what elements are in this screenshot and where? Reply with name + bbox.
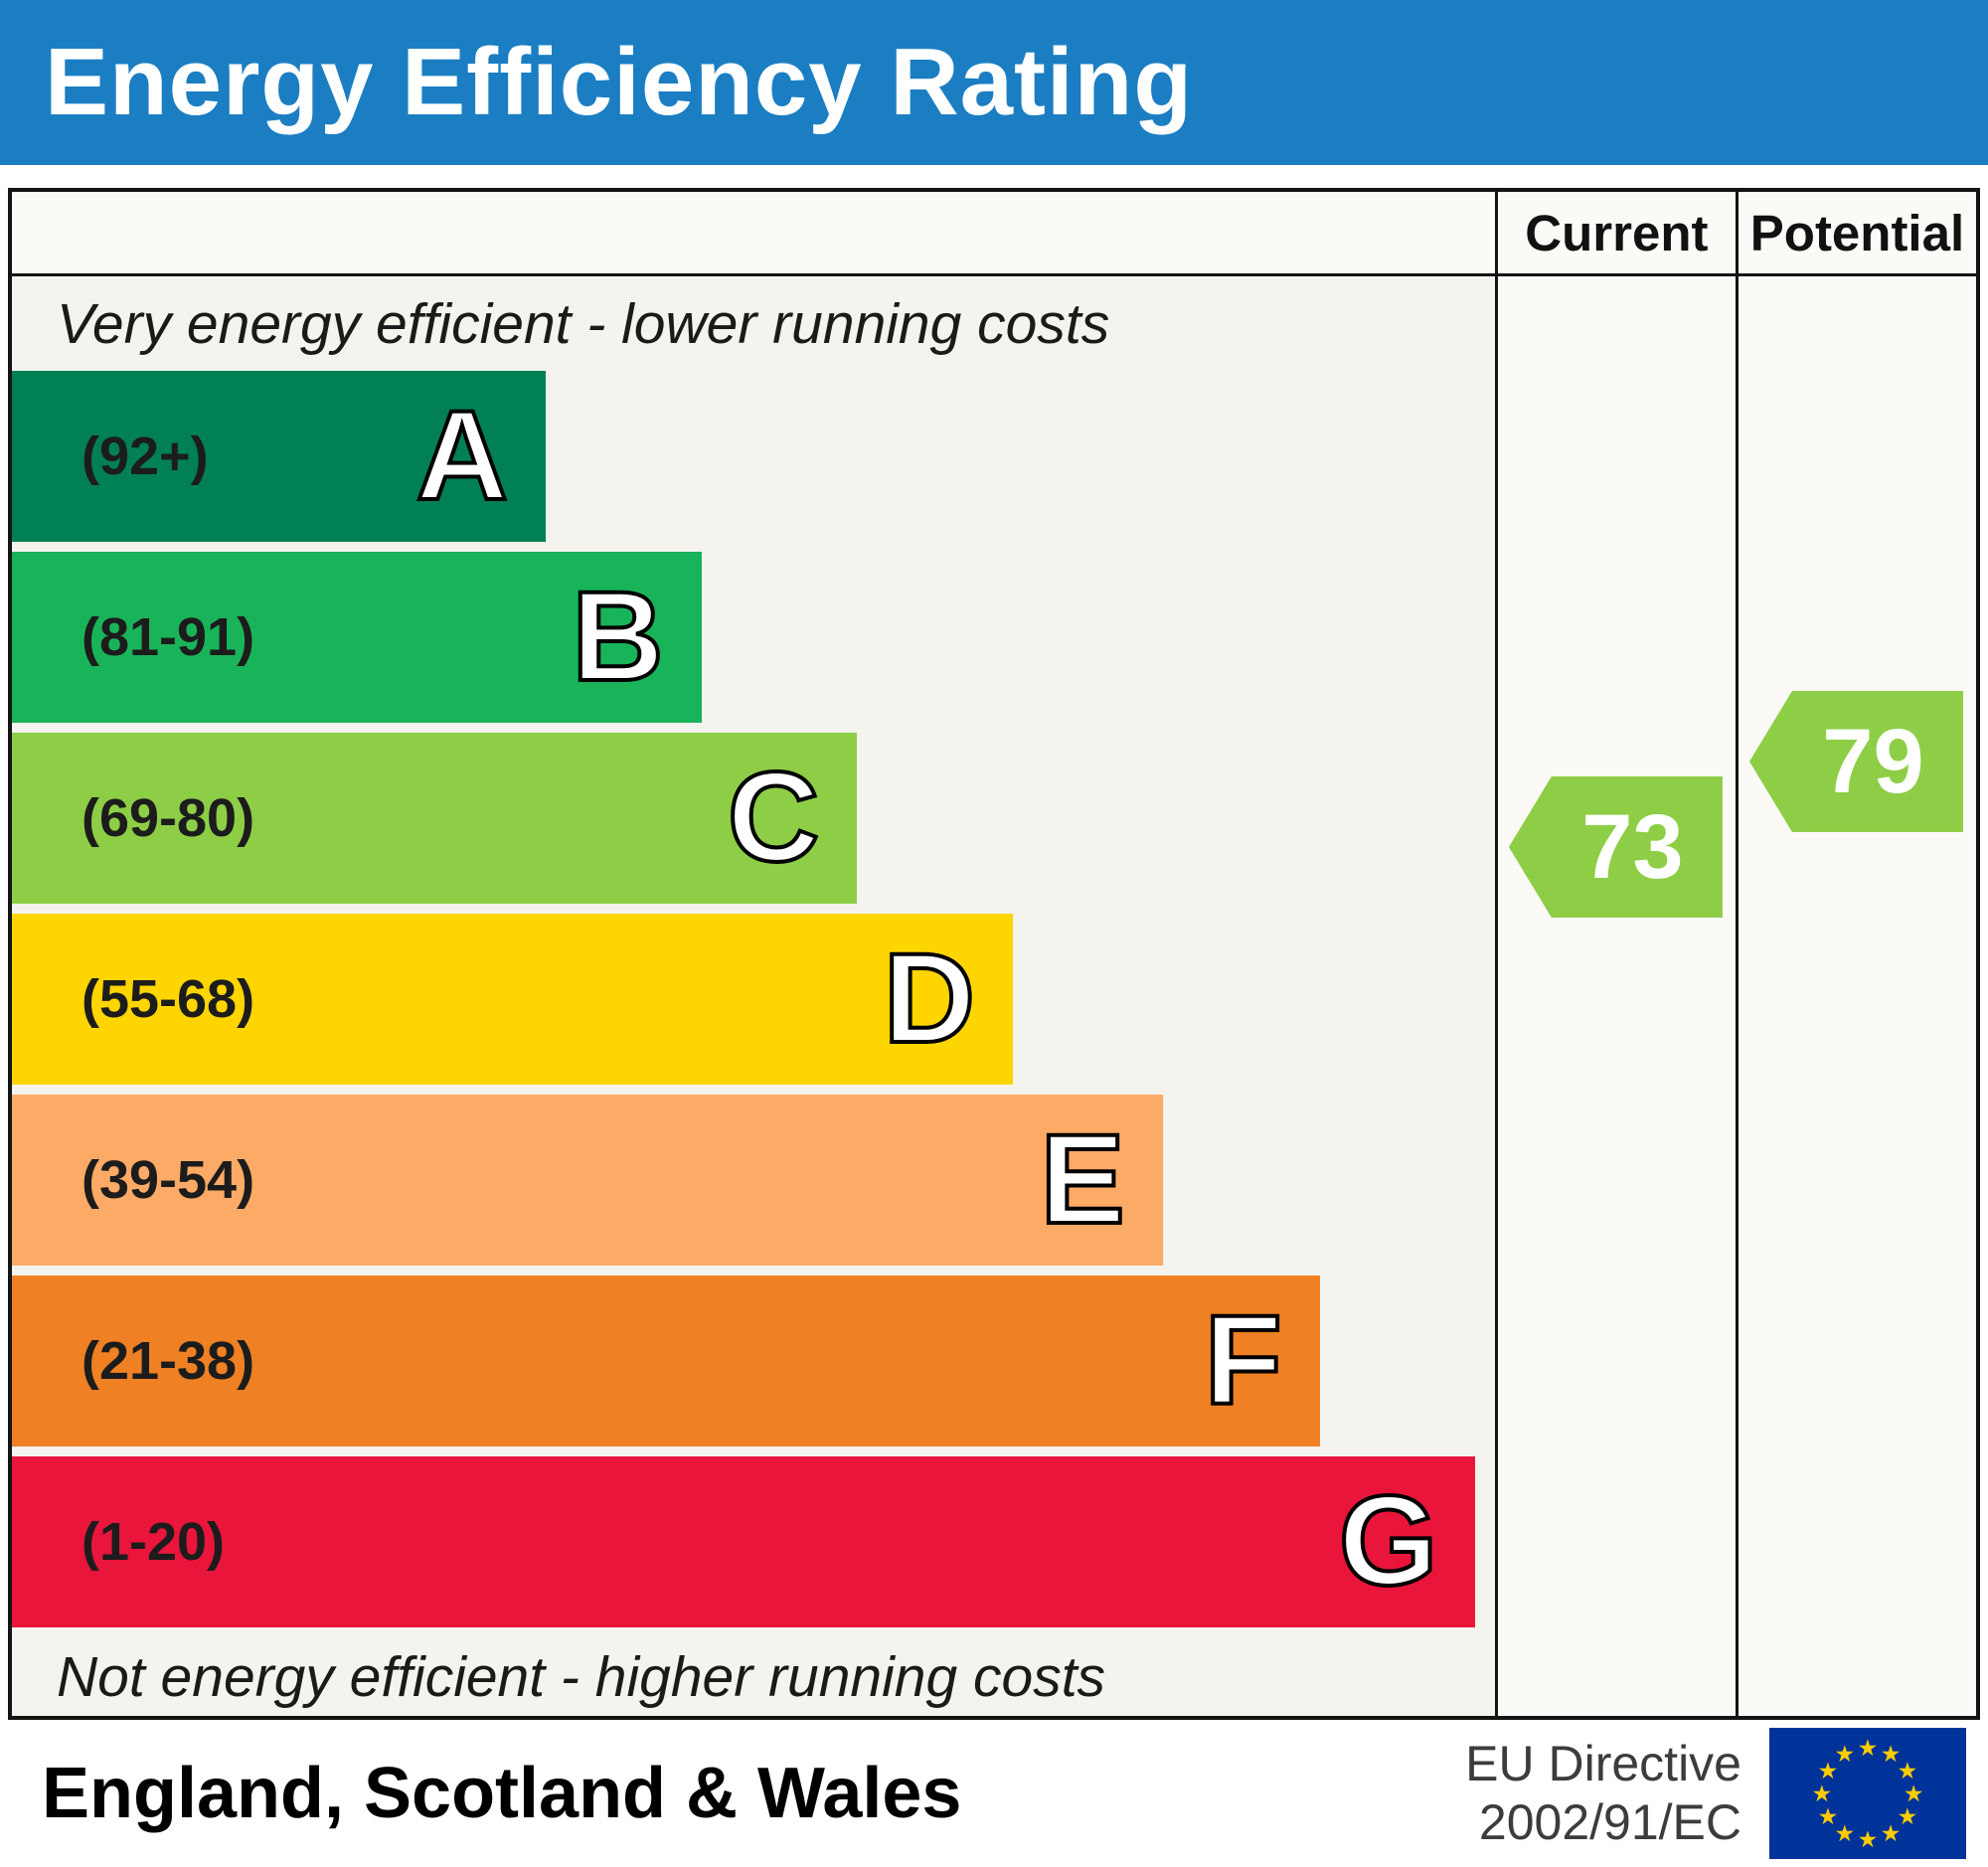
svg-text:★: ★ <box>1858 1826 1879 1852</box>
page-title: Energy Efficiency Rating <box>45 29 1193 135</box>
eu-flag: ★ ★ ★ ★ ★ ★ ★ ★ ★ ★ ★ ★ <box>1769 1728 1966 1859</box>
band-row-d: (55-68) D <box>12 914 1495 1085</box>
band-range-label-b: (81-91) <box>82 607 255 667</box>
band-row-e: (39-54) E <box>12 1095 1495 1266</box>
band-range-label-a: (92+) <box>82 426 209 486</box>
svg-text:★: ★ <box>1881 1741 1902 1767</box>
band-row-f: (21-38) F <box>12 1275 1495 1446</box>
potential-column <box>1735 276 1976 1716</box>
band-range-label-f: (21-38) <box>82 1331 255 1391</box>
caption-efficient: Very energy efficient - lower running co… <box>57 291 1110 356</box>
caption-not-efficient: Not energy efficient - higher running co… <box>57 1644 1106 1709</box>
band-range-label-g: (1-20) <box>82 1512 226 1572</box>
band-letter-e: E <box>1038 1108 1126 1251</box>
eu-flag-svg: ★ ★★★★★★★★★★★ <box>1769 1728 1966 1859</box>
band-letter-c: C <box>726 747 821 889</box>
potential-column-header: Potential <box>1735 192 1976 273</box>
band-bar-d: (55-68) D <box>12 914 1014 1085</box>
band-row-b: (81-91) B <box>12 552 1495 723</box>
current-arrow: 73 <box>1508 776 1723 918</box>
band-letter-d: D <box>882 928 977 1070</box>
current-column-header: Current <box>1494 192 1736 273</box>
svg-text:★: ★ <box>1904 1781 1924 1806</box>
table-body: Very energy efficient - lower running co… <box>12 276 1976 1716</box>
svg-text:★: ★ <box>1818 1803 1839 1829</box>
svg-text:★: ★ <box>1898 1758 1918 1783</box>
band-row-g: (1-20) G <box>12 1456 1495 1627</box>
svg-text:★: ★ <box>1811 1781 1832 1806</box>
band-range-label-e: (39-54) <box>82 1150 255 1210</box>
band-letter-f: F <box>1203 1289 1284 1432</box>
eu-flag-stars: ★ ★★★★★★★★★★★ <box>1811 1735 1923 1852</box>
table-header-row: Current Potential <box>12 192 1976 276</box>
eu-flag-rect <box>1769 1728 1966 1859</box>
chart-column-header <box>12 192 1495 273</box>
band-bar-b: (81-91) B <box>12 552 702 723</box>
svg-text:★: ★ <box>1818 1758 1839 1783</box>
band-letter-a: A <box>414 385 510 527</box>
potential-arrow: 79 <box>1748 691 1963 832</box>
band-row-a: (92+) A <box>12 371 1495 542</box>
epc-table: Current Potential Very energy efficient … <box>8 188 1980 1720</box>
current-column <box>1494 276 1736 1716</box>
band-bar-e: (39-54) E <box>12 1095 1163 1266</box>
band-bar-g: (1-20) G <box>12 1456 1476 1627</box>
svg-text:★: ★ <box>1835 1820 1856 1846</box>
band-bar-f: (21-38) F <box>12 1275 1320 1446</box>
band-range-label-c: (69-80) <box>82 788 255 848</box>
region-label: England, Scotland & Wales <box>42 1754 962 1833</box>
current-value: 73 <box>1581 795 1684 898</box>
band-bar-a: (92+) A <box>12 371 547 542</box>
band-row-c: (69-80) C <box>12 733 1495 904</box>
band-letter-g: G <box>1337 1470 1440 1612</box>
title-bar: Energy Efficiency Rating <box>0 0 1988 165</box>
eu-directive-line2: 2002/91/EC <box>1478 1794 1741 1850</box>
footer: England, Scotland & Wales EU Directive 2… <box>0 1720 1988 1867</box>
band-range-label-d: (55-68) <box>82 969 255 1029</box>
eu-directive-label: EU Directive 2002/91/EC <box>1465 1735 1741 1852</box>
title-gap <box>0 165 1988 188</box>
svg-text:★: ★ <box>1858 1735 1879 1761</box>
band-bar-c: (69-80) C <box>12 733 858 904</box>
band-letter-b: B <box>570 566 665 708</box>
svg-text:★: ★ <box>1881 1820 1902 1846</box>
eu-directive-line1: EU Directive <box>1465 1736 1741 1791</box>
svg-text:★: ★ <box>1898 1803 1918 1829</box>
svg-text:★: ★ <box>1835 1741 1856 1767</box>
potential-value: 79 <box>1822 710 1924 812</box>
rating-scale: Very energy efficient - lower running co… <box>12 276 1495 1716</box>
